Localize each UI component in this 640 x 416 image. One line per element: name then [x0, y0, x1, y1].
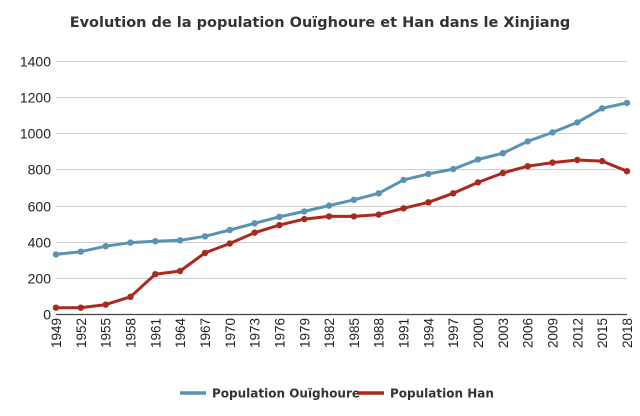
data-point-han [524, 163, 531, 170]
data-point-han [450, 190, 457, 197]
data-point-uighur [152, 238, 159, 245]
data-point-han [251, 229, 258, 236]
series-line-uighur [54, 101, 629, 256]
data-point-han [400, 205, 407, 212]
gridlines [56, 61, 627, 279]
data-point-uighur [474, 156, 482, 163]
data-point-uighur [77, 248, 85, 255]
data-point-uighur [450, 165, 457, 173]
data-point-uighur [325, 202, 333, 209]
y-tick-label: 1400 [20, 54, 51, 70]
data-point-han [499, 169, 507, 177]
data-point-uighur [52, 251, 60, 258]
data-point-han [375, 211, 382, 218]
data-point-han [325, 213, 333, 220]
data-point-han [127, 293, 134, 300]
x-tick-label: 1976 [272, 318, 287, 348]
x-tick-label: 2000 [471, 318, 486, 348]
data-point-uighur [375, 190, 382, 197]
series-layer [52, 99, 631, 311]
data-point-uighur [350, 196, 358, 203]
data-point-uighur [499, 150, 507, 157]
legend-label-han: Population Han [390, 387, 494, 401]
data-point-uighur [400, 176, 407, 184]
data-point-uighur [226, 226, 233, 234]
x-tick-label: 1991 [397, 318, 412, 348]
x-tick-label: 2009 [546, 318, 561, 348]
x-tick-label: 1994 [421, 318, 436, 349]
data-point-han [425, 199, 432, 206]
data-point-uighur [201, 233, 209, 240]
x-tick-label: 2006 [521, 318, 536, 348]
data-point-han [276, 221, 283, 229]
data-point-uighur [623, 99, 631, 107]
data-point-han [350, 213, 358, 220]
data-point-uighur [574, 119, 581, 126]
x-tick-label: 1961 [148, 318, 163, 348]
data-point-uighur [127, 239, 134, 246]
data-point-han [176, 267, 184, 275]
data-point-han [301, 215, 308, 223]
x-tick-label: 1985 [347, 318, 362, 348]
y-tick-label: 1200 [20, 90, 51, 106]
x-tick-label: 1964 [173, 318, 188, 349]
data-point-han [574, 156, 581, 164]
data-point-uighur [549, 129, 556, 136]
y-tick-label: 200 [28, 271, 52, 287]
data-point-uighur [276, 213, 283, 220]
x-tick-label: 1988 [372, 318, 387, 348]
x-tick-label: 1979 [297, 318, 312, 348]
data-point-han [201, 249, 209, 257]
x-tick-label: 1958 [123, 318, 138, 348]
chart-title: Evolution de la population Ouïghoure et … [70, 15, 571, 31]
y-tick-label: 800 [28, 162, 52, 178]
data-point-uighur [524, 138, 531, 145]
legend-label-uighur: Population Ouïghoure [212, 387, 360, 401]
data-point-han [102, 301, 109, 308]
data-point-han [77, 304, 85, 311]
x-tick-label: 1970 [223, 318, 238, 348]
data-point-uighur [599, 105, 606, 112]
data-point-han [226, 240, 233, 247]
y-tick-label: 0 [43, 307, 51, 323]
x-tick-label: 1967 [198, 318, 213, 348]
x-tick-label: 2015 [595, 318, 610, 348]
data-point-uighur [425, 170, 432, 178]
data-point-han [549, 159, 556, 166]
x-tick-label: 1997 [446, 318, 461, 348]
data-point-uighur [102, 243, 109, 250]
data-point-han [52, 304, 60, 311]
x-tick-label: 1955 [99, 318, 114, 348]
x-tick-label: 1949 [49, 318, 64, 348]
series-line-han [54, 158, 629, 310]
x-tick-label: 2003 [496, 318, 511, 348]
data-point-han [599, 157, 606, 165]
series-uighur [52, 99, 631, 258]
series-han [52, 156, 631, 311]
x-tick-label: 2018 [620, 318, 635, 348]
data-point-uighur [251, 220, 258, 227]
y-tick-label: 400 [28, 235, 52, 251]
legend: Population Ouïghoure Population Han [180, 387, 494, 401]
data-point-han [623, 168, 631, 175]
data-point-uighur [301, 208, 308, 215]
y-axis-ticks: 0 200 400 600 800 1000 1200 1400 [20, 54, 51, 323]
x-tick-label: 2012 [570, 318, 585, 348]
x-tick-label: 1982 [322, 318, 337, 348]
y-tick-label: 1000 [20, 126, 51, 142]
data-point-han [152, 271, 159, 278]
y-tick-label: 600 [28, 199, 52, 215]
data-point-uighur [176, 237, 184, 244]
x-tick-label: 1973 [248, 318, 263, 348]
data-point-han [474, 179, 482, 186]
x-tick-label: 1952 [74, 318, 89, 348]
x-axis-ticks: 1949 1952 1955 1958 1961 1964 1967 1970 1973 1976… [49, 318, 635, 349]
